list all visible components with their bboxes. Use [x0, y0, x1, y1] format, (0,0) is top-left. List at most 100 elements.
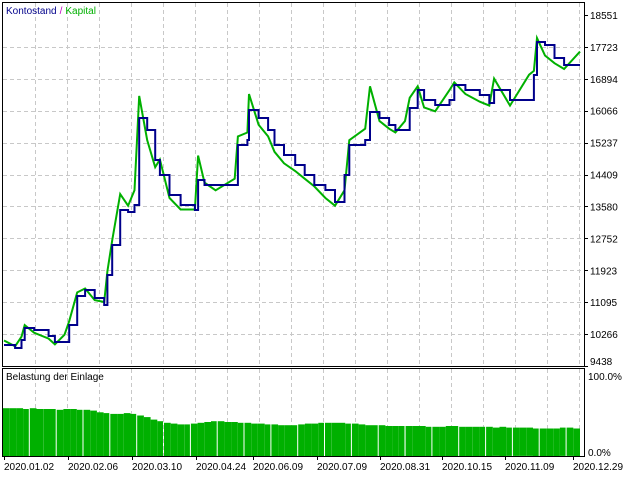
ytick-label: 13580 [590, 202, 618, 213]
load-ytick-0: 0.0% [588, 448, 611, 459]
load-bar [29, 408, 37, 456]
load-bar [184, 424, 190, 456]
load-bar [573, 428, 580, 456]
load-bar [345, 423, 351, 456]
legend-kontostand: Kontostand [6, 6, 57, 17]
load-bar [123, 413, 131, 456]
load-bar [278, 425, 285, 456]
load-bar [204, 422, 211, 456]
ytick-label: 16066 [590, 107, 618, 118]
load-bar [318, 422, 324, 456]
load-bar [512, 427, 520, 456]
load-bar [486, 426, 493, 456]
load-bar [264, 424, 271, 456]
load-bar [130, 413, 137, 456]
load-bar [43, 409, 50, 456]
load-bar [284, 425, 292, 456]
load-bar [251, 423, 258, 456]
load-bar [553, 428, 560, 456]
load-bar [217, 421, 225, 456]
load-bar [298, 424, 305, 456]
load-bar [566, 427, 574, 456]
load-bar [385, 426, 393, 456]
load-bar [23, 409, 29, 456]
load-bar [211, 421, 217, 456]
xtick-label: 2020.06.09 [253, 462, 303, 473]
load-bar [526, 427, 533, 456]
y-axis-labels: 18551 17723 16894 16066 15237 14409 13580 12752… [584, 11, 618, 368]
ytick-label: 15237 [590, 139, 618, 150]
load-bar [117, 413, 124, 456]
load-bar [539, 428, 547, 456]
load-bar [137, 415, 144, 456]
ytick-label: 11923 [590, 266, 618, 277]
load-bar [83, 409, 91, 456]
load-bar [224, 422, 232, 456]
load-bar [405, 426, 413, 456]
load-bar [392, 426, 399, 456]
load-bar [190, 423, 198, 456]
load-bar [492, 427, 500, 456]
load-bar [479, 426, 486, 456]
xtick-label: 2020.08.31 [380, 462, 430, 473]
load-bar [143, 417, 151, 456]
load-bar [16, 408, 24, 456]
load-bar [311, 423, 319, 456]
load-bar [445, 426, 453, 456]
load-ytick-100: 100.0% [588, 372, 622, 383]
main-grid [3, 3, 584, 366]
load-bar [237, 422, 244, 456]
load-bar [96, 412, 104, 456]
ytick-label: 9438 [590, 357, 613, 368]
load-bar [372, 425, 378, 456]
xtick-label: 2020.04.24 [196, 462, 246, 473]
load-bar [559, 427, 566, 456]
load-bar [519, 427, 527, 456]
load-bar [358, 424, 366, 456]
series-line-kapital [3, 34, 581, 348]
load-bar [304, 423, 312, 456]
load-bar [36, 409, 44, 456]
load-bar [439, 426, 446, 456]
xtick-label: 2020.07.09 [317, 462, 367, 473]
ytick-label: 16894 [590, 75, 618, 86]
load-bar [3, 408, 10, 456]
load-bar [170, 423, 178, 456]
load-bar [425, 426, 432, 456]
load-bar [459, 426, 466, 456]
load-bar [177, 424, 185, 456]
load-bar [90, 410, 97, 456]
ytick-label: 17723 [590, 43, 618, 54]
load-panel-title: Belastung der Einlage [6, 372, 104, 383]
load-bar [506, 427, 512, 456]
load-bar [164, 422, 171, 456]
x-axis-labels: 2020.01.02 2020.02.06 2020.03.10 2020.04.24… [4, 456, 623, 473]
xtick-label: 2020.10.15 [442, 462, 492, 473]
load-bar [331, 422, 339, 456]
xtick-label: 2020.12.29 [573, 462, 623, 473]
xtick-label: 2020.11.09 [505, 462, 555, 473]
load-bar [56, 409, 64, 456]
load-panel-frame [2, 368, 585, 457]
load-bar [271, 424, 279, 456]
load-bar [432, 426, 440, 456]
load-bar [365, 425, 372, 456]
xtick-label: 2020.02.06 [68, 462, 118, 473]
load-bar [231, 422, 238, 456]
load-bar [499, 426, 507, 456]
load-bar [157, 421, 163, 456]
load-bar [472, 426, 480, 456]
series-line-kontostand [4, 41, 580, 349]
legend-separator: / [60, 6, 63, 17]
load-bar [103, 413, 110, 456]
load-bar [70, 409, 77, 456]
load-bar [197, 422, 205, 456]
load-bar [546, 428, 554, 456]
load-bar [452, 426, 459, 456]
load-bar [76, 409, 83, 456]
load-bar [338, 422, 346, 456]
load-bar [291, 425, 298, 456]
load-bar [244, 422, 252, 456]
load-bar [63, 409, 71, 456]
